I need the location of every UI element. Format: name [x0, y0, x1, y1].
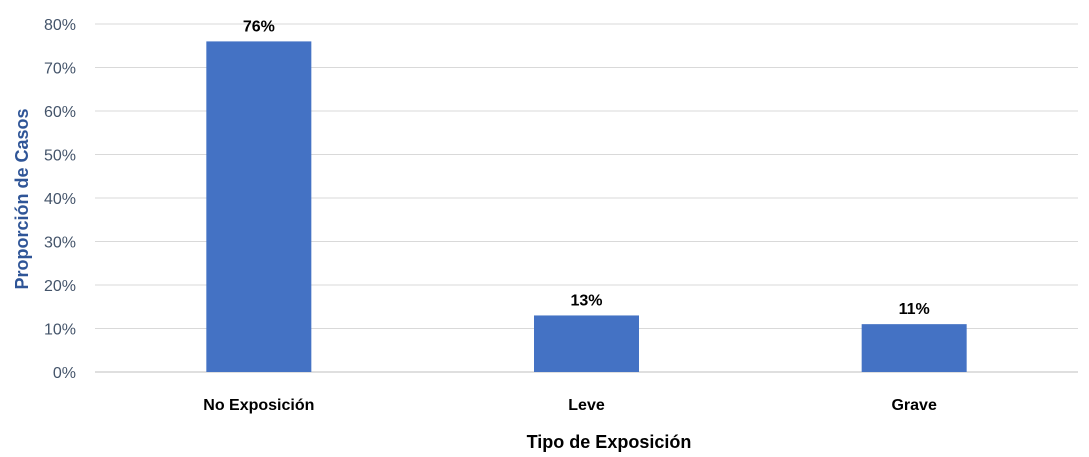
y-tick-label: 70% — [44, 61, 76, 78]
bar — [534, 315, 639, 372]
x-axis-title: Tipo de Exposición — [527, 432, 692, 452]
bar — [206, 41, 312, 373]
y-tick-label: 10% — [44, 322, 76, 339]
x-category-label: Grave — [891, 397, 936, 414]
y-tick-label: 50% — [44, 148, 76, 165]
x-axis-categories: No Exposición Leve Grave — [203, 397, 937, 414]
data-label: 13% — [570, 292, 602, 309]
y-tick-label: 60% — [44, 104, 76, 121]
bar — [861, 324, 967, 372]
x-category-label: Leve — [568, 397, 605, 414]
y-tick-label: 30% — [44, 235, 76, 252]
y-axis-ticks: 0% 10% 20% 30% 40% 50% 60% 70% 80% — [44, 17, 76, 382]
y-tick-label: 80% — [44, 17, 76, 34]
data-label: 11% — [899, 301, 930, 318]
y-tick-label: 40% — [44, 191, 76, 208]
data-labels: 76% 13% 11% — [243, 18, 930, 318]
y-axis-title: Proporción de Casos — [12, 108, 32, 289]
data-label: 76% — [243, 18, 275, 35]
bars — [206, 41, 967, 373]
y-tick-label: 0% — [53, 365, 76, 382]
y-tick-label: 20% — [44, 278, 76, 295]
x-category-label: No Exposición — [203, 397, 314, 414]
